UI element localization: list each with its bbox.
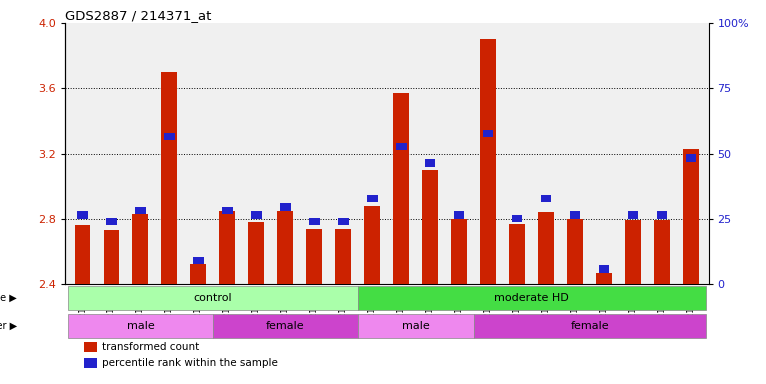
Bar <box>358 314 474 338</box>
Bar <box>280 203 290 210</box>
Text: control: control <box>194 293 232 303</box>
Text: gender ▶: gender ▶ <box>0 321 17 331</box>
Bar <box>480 39 496 284</box>
Bar <box>570 212 581 219</box>
Bar <box>451 219 467 284</box>
Text: female: female <box>571 321 609 331</box>
Bar <box>625 220 641 284</box>
Bar <box>103 230 119 284</box>
Bar <box>84 343 97 353</box>
Bar <box>358 286 705 310</box>
Bar <box>164 133 175 141</box>
Bar <box>106 218 116 225</box>
Bar <box>394 93 409 284</box>
Text: female: female <box>266 321 305 331</box>
Text: male: male <box>126 321 154 331</box>
Bar <box>538 212 555 284</box>
Bar <box>509 223 525 284</box>
Bar <box>425 159 436 167</box>
Bar <box>193 257 204 265</box>
Bar <box>396 143 407 150</box>
Bar <box>628 212 638 219</box>
Bar <box>568 219 583 284</box>
Bar <box>367 195 378 202</box>
Text: moderate HD: moderate HD <box>494 293 569 303</box>
Bar <box>248 222 264 284</box>
Bar <box>162 72 178 284</box>
Text: transformed count: transformed count <box>103 343 200 353</box>
Bar <box>483 130 493 137</box>
Bar <box>136 207 146 214</box>
Text: disease state ▶: disease state ▶ <box>0 293 17 303</box>
Bar <box>683 149 699 284</box>
Bar <box>338 218 349 225</box>
Bar <box>512 215 522 222</box>
Bar <box>84 358 97 367</box>
Bar <box>541 195 552 202</box>
Bar <box>596 273 612 284</box>
Bar <box>191 265 206 284</box>
Text: male: male <box>402 321 430 331</box>
Bar <box>222 207 233 214</box>
Bar <box>657 212 667 219</box>
Bar <box>77 212 87 219</box>
Bar <box>306 228 322 284</box>
Bar <box>654 220 670 284</box>
Text: percentile rank within the sample: percentile rank within the sample <box>103 358 278 367</box>
Bar <box>336 228 352 284</box>
Bar <box>251 212 261 219</box>
Bar <box>309 218 319 225</box>
Bar <box>68 314 213 338</box>
Bar <box>599 265 610 273</box>
Bar <box>277 210 293 284</box>
Bar <box>219 210 235 284</box>
Text: GDS2887 / 214371_at: GDS2887 / 214371_at <box>65 9 211 22</box>
Bar <box>68 286 358 310</box>
Bar <box>422 170 438 284</box>
Bar <box>686 154 696 162</box>
Bar <box>133 214 149 284</box>
Bar <box>213 314 358 338</box>
Bar <box>74 225 90 284</box>
Bar <box>365 206 380 284</box>
Bar <box>454 212 464 219</box>
Bar <box>474 314 705 338</box>
